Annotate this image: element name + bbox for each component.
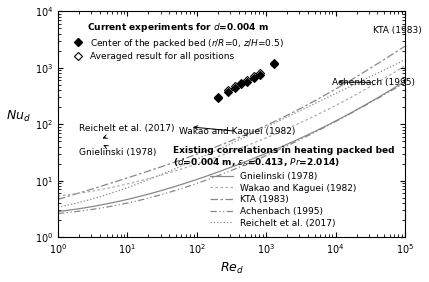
KTA (1983) (402, 45, 408, 48)
Center of the packed bed ($r/R$=0, $z/H$=0.5) (238, 83, 243, 86)
Achenbach (1995) (317, 128, 322, 132)
Line: Reichelt et al. (2017): Reichelt et al. (2017) (58, 66, 405, 196)
KTA (1983) (287, 112, 292, 116)
KTA (1983) (55, 198, 60, 201)
Achenbach (1995) (145, 197, 150, 200)
Wakao and Kaguei (1982) (145, 179, 150, 182)
Wakao and Kaguei (1982) (402, 58, 408, 61)
Line: Averaged result for all positions: Averaged result for all positions (214, 60, 277, 100)
Achenbach (1995) (117, 203, 122, 206)
Averaged result for all positions (251, 74, 256, 78)
Reichelt et al. (2017) (117, 184, 122, 188)
Line: Achenbach (1995): Achenbach (1995) (58, 83, 405, 213)
Averaged result for all positions (215, 95, 220, 98)
KTA (1983) (317, 97, 322, 100)
Gnielinski (1978) (402, 80, 408, 83)
Text: Achenbach (1995): Achenbach (1995) (332, 78, 415, 87)
Reichelt et al. (2017) (317, 112, 322, 115)
Center of the packed bed ($r/R$=0, $z/H$=0.5) (251, 76, 256, 80)
Center of the packed bed ($r/R$=0, $z/H$=0.5) (272, 63, 277, 66)
Wakao and Kaguei (1982) (117, 189, 122, 192)
Line: Wakao and Kaguei (1982): Wakao and Kaguei (1982) (58, 60, 405, 207)
Center of the packed bed ($r/R$=0, $z/H$=0.5) (258, 73, 263, 76)
KTA (1983) (117, 179, 122, 182)
Gnielinski (1978) (55, 210, 60, 213)
Wakao and Kaguei (1982) (287, 114, 292, 117)
Center of the packed bed ($r/R$=0, $z/H$=0.5) (232, 86, 237, 90)
Text: KTA (1983): KTA (1983) (373, 26, 422, 35)
Y-axis label: $Nu_d$: $Nu_d$ (6, 109, 30, 124)
Achenbach (1995) (287, 143, 292, 146)
Line: KTA (1983): KTA (1983) (58, 46, 405, 199)
Achenbach (1995) (55, 212, 60, 215)
Achenbach (1995) (212, 175, 218, 179)
Averaged result for all positions (272, 61, 277, 65)
Center of the packed bed ($r/R$=0, $z/H$=0.5) (215, 96, 220, 100)
Legend: Gnielinski (1978), Wakao and Kaguei (1982), KTA (1983), Achenbach (1995), Reiche: Gnielinski (1978), Wakao and Kaguei (198… (170, 143, 397, 230)
Center of the packed bed ($r/R$=0, $z/H$=0.5) (225, 90, 230, 93)
KTA (1983) (212, 146, 218, 149)
Averaged result for all positions (225, 88, 230, 91)
Text: Reichelt et al. (2017): Reichelt et al. (2017) (79, 124, 175, 138)
Reichelt et al. (2017) (212, 156, 218, 159)
X-axis label: $Re_d$: $Re_d$ (220, 261, 244, 276)
Averaged result for all positions (258, 71, 263, 75)
Center of the packed bed ($r/R$=0, $z/H$=0.5) (245, 80, 250, 83)
Averaged result for all positions (232, 84, 237, 88)
Text: Wakao and Kaguei (1982): Wakao and Kaguei (1982) (179, 126, 295, 136)
Reichelt et al. (2017) (145, 177, 150, 181)
Gnielinski (1978) (287, 141, 292, 145)
Averaged result for all positions (238, 81, 243, 84)
Gnielinski (1978) (212, 171, 218, 175)
Text: Gnielinski (1978): Gnielinski (1978) (79, 146, 156, 157)
Line: Center of the packed bed ($r/R$=0, $z/H$=0.5): Center of the packed bed ($r/R$=0, $z/H$… (214, 61, 277, 101)
KTA (1983) (260, 125, 265, 129)
Wakao and Kaguei (1982) (55, 206, 60, 209)
Gnielinski (1978) (317, 127, 322, 131)
Reichelt et al. (2017) (260, 138, 265, 141)
Wakao and Kaguei (1982) (260, 127, 265, 131)
Reichelt et al. (2017) (55, 194, 60, 198)
Averaged result for all positions (245, 78, 250, 82)
Achenbach (1995) (402, 81, 408, 84)
Wakao and Kaguei (1982) (317, 100, 322, 103)
Reichelt et al. (2017) (287, 126, 292, 129)
Gnielinski (1978) (145, 193, 150, 196)
Gnielinski (1978) (260, 153, 265, 157)
KTA (1983) (145, 170, 150, 173)
Reichelt et al. (2017) (402, 64, 408, 68)
Line: Gnielinski (1978): Gnielinski (1978) (58, 81, 405, 212)
Gnielinski (1978) (117, 200, 122, 203)
Wakao and Kaguei (1982) (212, 149, 218, 153)
Achenbach (1995) (260, 156, 265, 159)
